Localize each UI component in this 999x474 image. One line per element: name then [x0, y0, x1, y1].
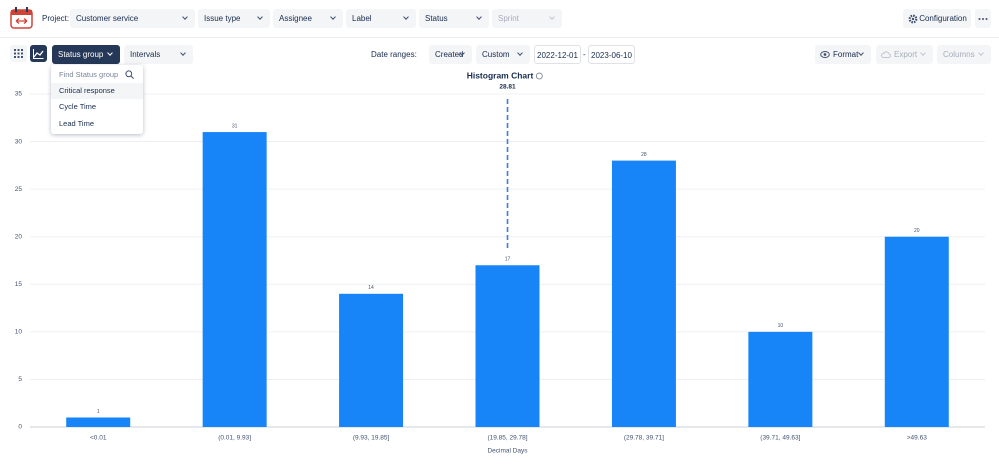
chart-title: Histogram Chart — [467, 70, 534, 80]
value-label: 1 — [97, 409, 100, 415]
value-label: 17 — [505, 257, 511, 263]
start-date-input[interactable]: 2022-12-01 — [534, 45, 581, 64]
date-ranges-label: Date ranges: — [371, 50, 417, 59]
menu-search[interactable]: Find Status group — [59, 70, 119, 79]
bar — [884, 236, 949, 427]
bar — [66, 417, 131, 427]
x-tick-label: (29.78, 39.71] — [624, 435, 664, 442]
status-filter[interactable]: Status — [419, 9, 489, 28]
info-icon — [535, 72, 543, 80]
menu-option[interactable]: Critical response — [51, 83, 143, 99]
label-filter[interactable]: Label — [346, 9, 416, 28]
project-select[interactable]: Customer service — [70, 9, 195, 28]
sprint-filter: Sprint — [492, 9, 562, 28]
y-tick-label: 10 — [15, 329, 23, 336]
cloud-icon — [881, 51, 891, 58]
divider — [0, 37, 999, 38]
end-date-input[interactable]: 2023-06-10 — [588, 45, 635, 64]
reference-label: 28.81 — [499, 84, 516, 91]
export-button: Export — [876, 45, 933, 64]
project-label: Project: — [42, 14, 70, 23]
chart-view-button[interactable] — [30, 45, 47, 62]
value-label: 14 — [368, 285, 374, 291]
y-tick-label: 0 — [18, 424, 22, 431]
menu-option[interactable]: Lead Time — [59, 119, 95, 128]
y-tick-label: 35 — [15, 91, 23, 98]
bar — [611, 160, 676, 427]
x-tick-label: (39.71, 49.63] — [760, 435, 800, 442]
bar — [475, 265, 540, 427]
date-field-select[interactable]: Created — [429, 45, 472, 64]
x-tick-label: (0.01, 9.93] — [218, 435, 251, 442]
eye-icon — [820, 51, 830, 58]
x-tick-label: (9.93, 19.85] — [353, 435, 390, 442]
issue-type-filter[interactable]: Issue type — [198, 9, 270, 28]
y-tick-label: 5 — [18, 376, 22, 383]
value-label: 31 — [232, 123, 238, 129]
search-icon — [125, 70, 134, 79]
columns-button: Columns — [937, 45, 991, 64]
bar — [202, 132, 267, 428]
range-type-select[interactable]: Custom — [476, 45, 530, 64]
configuration-button[interactable]: Configuration — [903, 9, 971, 28]
intervals-select[interactable]: Intervals — [124, 45, 193, 64]
x-tick-label: <0.01 — [90, 435, 107, 442]
app-icon — [10, 7, 33, 29]
value-label: 20 — [914, 228, 920, 234]
x-tick-label: >49.63 — [907, 435, 927, 442]
table-view-button[interactable] — [10, 45, 27, 62]
more-button[interactable] — [975, 9, 991, 28]
assignee-filter[interactable]: Assignee — [273, 9, 343, 28]
y-tick-label: 20 — [15, 233, 23, 240]
y-tick-label: 25 — [15, 186, 23, 193]
x-tick-label: (19.85, 29.78] — [487, 435, 527, 442]
y-tick-label: 15 — [15, 281, 23, 288]
group-by-select[interactable]: Status group — [52, 45, 120, 64]
value-label: 10 — [778, 323, 784, 329]
menu-option[interactable]: Cycle Time — [59, 102, 97, 111]
x-axis-label: Decimal Days — [487, 448, 528, 455]
date-separator: - — [583, 50, 586, 59]
bar — [339, 293, 404, 427]
value-label: 28 — [641, 152, 647, 158]
y-tick-label: 30 — [15, 138, 23, 145]
status-group-menu: Find Status group Critical response Cycl… — [51, 65, 143, 134]
format-button[interactable]: Format — [815, 45, 871, 64]
gear-icon — [908, 14, 918, 24]
bar — [748, 331, 813, 427]
